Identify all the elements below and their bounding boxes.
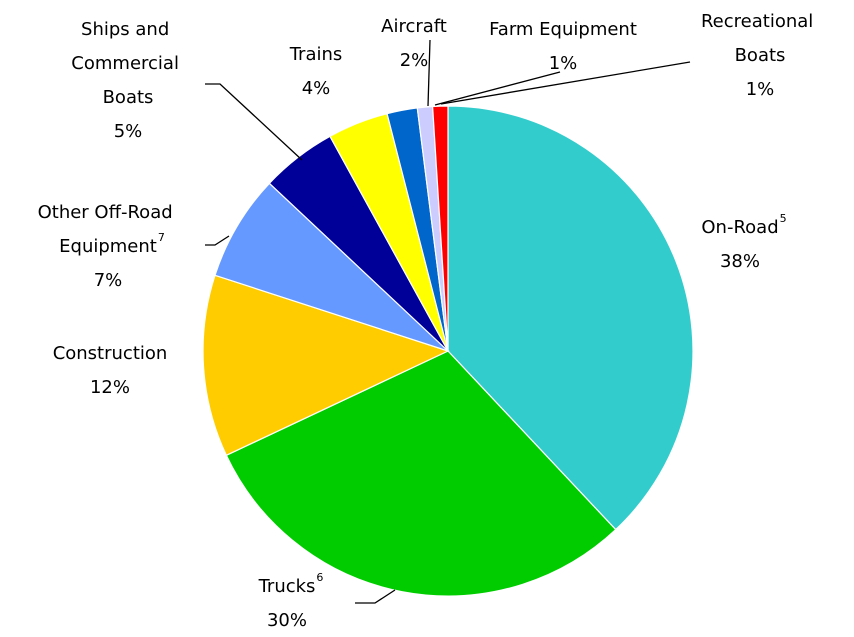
slice-label: Ships and Commercial Boats: [71, 19, 184, 108]
leader-line: [205, 235, 230, 246]
slice-label: Aircraft: [381, 16, 447, 37]
value-label: 5%: [114, 121, 143, 142]
labels: On-Road 5 38% Trucks 6 30% Construction 12% Othe…: [38, 11, 819, 631]
leader-line: [427, 39, 431, 107]
pie-slice: [431, 105, 449, 352]
leader-lines: [205, 39, 691, 604]
pie-slice: [447, 105, 694, 531]
value-label: 2%: [400, 50, 429, 71]
pie-slice: [214, 182, 449, 352]
footnote-mark: 6: [316, 571, 323, 584]
leader-line: [440, 61, 691, 105]
slice-label: Trucks: [258, 576, 316, 597]
pie: [202, 105, 694, 597]
slice-label: Recreational Boats: [701, 11, 819, 66]
value-label: 4%: [302, 78, 331, 99]
leader-line: [205, 83, 303, 161]
pie-slice: [202, 274, 450, 457]
value-label: 12%: [90, 377, 130, 398]
slice-label: Other Off-Road Equipment: [38, 202, 179, 257]
value-label: 1%: [549, 53, 578, 74]
slice-label: Trains: [289, 44, 343, 65]
footnote-mark: 5: [780, 212, 787, 225]
slice-label: On-Road: [701, 217, 778, 238]
slice-label: Construction: [53, 343, 168, 364]
pie-slice: [225, 350, 617, 597]
value-label: 1%: [746, 79, 775, 100]
footnote-mark: 7: [158, 231, 165, 244]
leader-line: [355, 589, 396, 604]
slice-label: Farm Equipment: [489, 19, 637, 40]
value-label: 38%: [720, 251, 760, 272]
value-label: 7%: [94, 270, 123, 291]
leader-line: [434, 71, 561, 106]
value-label: 30%: [267, 610, 307, 631]
